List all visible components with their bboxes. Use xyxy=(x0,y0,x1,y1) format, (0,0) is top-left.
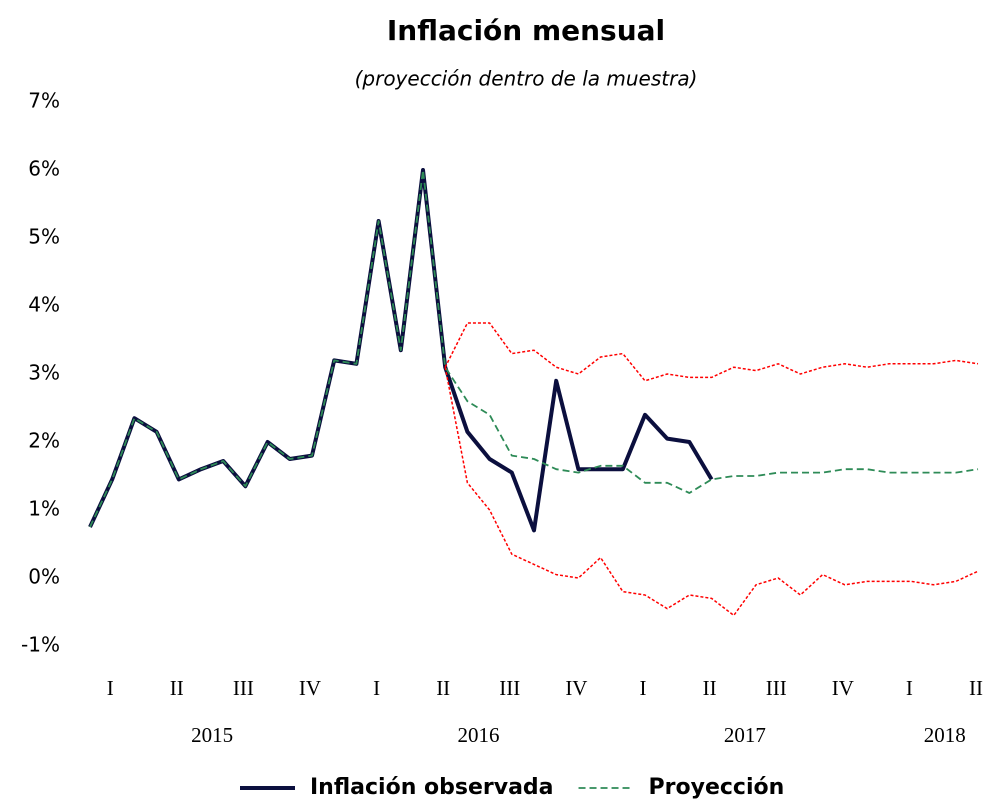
year-label: 2017 xyxy=(724,723,766,747)
x-tick-label: I xyxy=(107,676,114,700)
series-line xyxy=(444,322,979,382)
y-tick-label: 0% xyxy=(28,565,60,589)
series-line xyxy=(444,367,979,617)
x-tick-label: I xyxy=(373,676,380,700)
y-tick-label: 5% xyxy=(28,225,60,249)
x-tick-label: I xyxy=(906,676,913,700)
y-tick-label: 2% xyxy=(28,429,60,453)
x-tick-label: IV xyxy=(832,676,854,700)
x-tick-label: IV xyxy=(299,676,321,700)
y-tick-label: 3% xyxy=(28,361,60,385)
x-tick-label: II xyxy=(170,676,184,700)
x-tick-label: IV xyxy=(565,676,587,700)
x-tick-label: I xyxy=(640,676,647,700)
year-label: 2015 xyxy=(191,723,233,747)
y-tick-label: -1% xyxy=(21,633,60,657)
year-label: 2016 xyxy=(458,723,500,747)
legend-label: Proyección xyxy=(649,775,785,800)
y-tick-label: 7% xyxy=(28,89,60,113)
x-tick-label: III xyxy=(766,676,787,700)
y-tick-label: 1% xyxy=(28,497,60,521)
series-line xyxy=(89,169,979,528)
year-label: 2018 xyxy=(924,723,966,747)
x-tick-label: II xyxy=(703,676,717,700)
x-tick-label: III xyxy=(499,676,520,700)
chart-title: Inflación mensual xyxy=(387,14,665,47)
x-tick-label: III xyxy=(233,676,254,700)
y-tick-label: 4% xyxy=(28,293,60,317)
legend-label: Inflación observada xyxy=(310,775,554,800)
chart-subtitle: (proyección dentro de la muestra) xyxy=(355,67,698,91)
x-tick-label: II xyxy=(436,676,450,700)
x-tick-label: II xyxy=(969,676,983,700)
y-tick-label: 6% xyxy=(28,157,60,181)
